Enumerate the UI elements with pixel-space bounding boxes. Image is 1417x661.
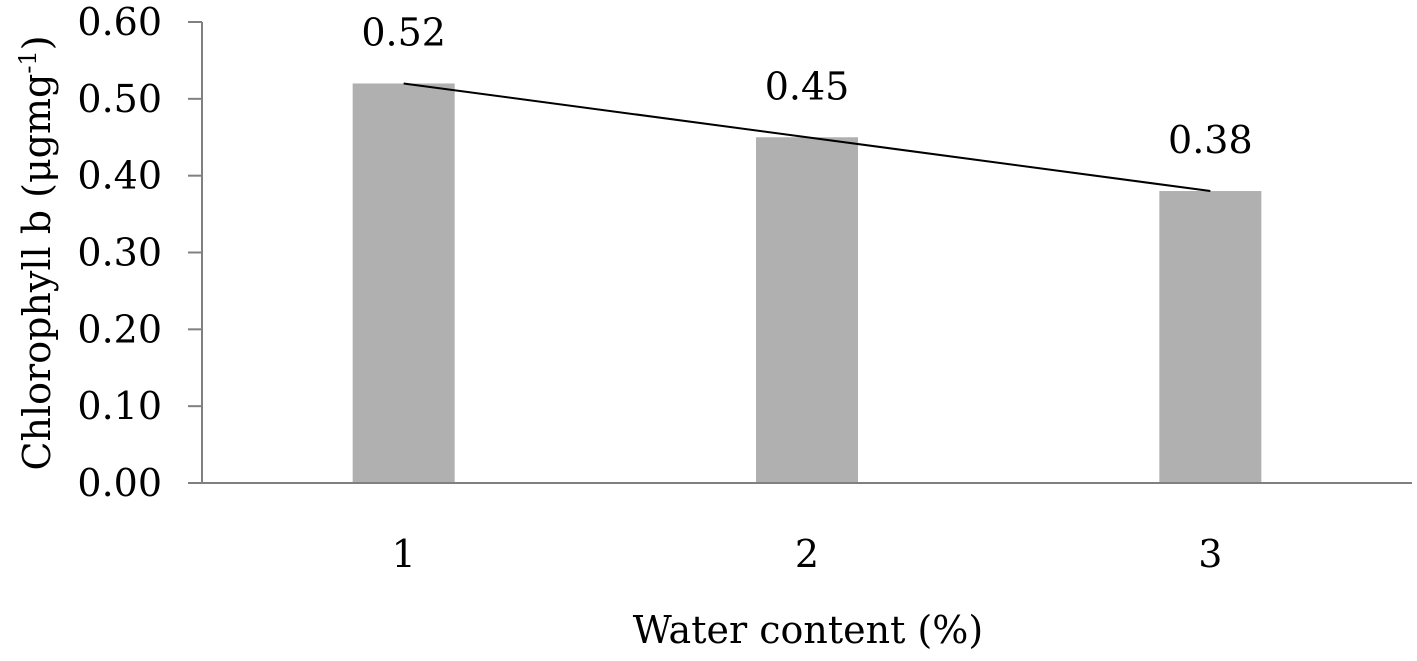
y-tick-label: 0.30 [77,231,162,275]
x-tick-label: 3 [1198,532,1222,576]
data-label: 0.52 [361,10,446,54]
y-tick-label: 0.60 [77,0,162,44]
axes-group [188,21,1412,484]
data-labels: 0.52 0.45 0.38 [361,10,1252,162]
bar-1 [352,83,455,483]
data-label: 0.45 [765,64,850,108]
y-axis-title: Chlorophyll b (μgmg-1) [14,35,59,470]
x-tick-labels: 1 2 3 [392,532,1223,576]
bar-2 [756,137,858,483]
bars-group [352,83,1262,484]
trendline-group [403,82,1211,193]
x-axis-title: Water content (%) [633,608,983,652]
data-label: 0.38 [1168,118,1253,162]
y-tick-label: 0.50 [77,77,162,121]
y-axis-title-text: Chlorophyll b (μgmg [15,74,59,471]
y-tick-label: 0.10 [77,384,162,428]
y-tick-labels: 0.00 0.10 0.20 0.30 0.40 0.50 0.60 [77,0,162,505]
y-axis-title-suffix: ) [15,35,59,50]
bar-3 [1159,191,1262,484]
trendline [403,82,1211,193]
x-tick-label: 1 [392,532,416,576]
y-tick-label: 0.00 [77,461,162,505]
x-tick-label: 2 [795,532,819,576]
y-axis-title-superscript: -1 [14,50,42,73]
y-tick-label: 0.40 [77,154,162,198]
y-tick-label: 0.20 [77,307,162,351]
